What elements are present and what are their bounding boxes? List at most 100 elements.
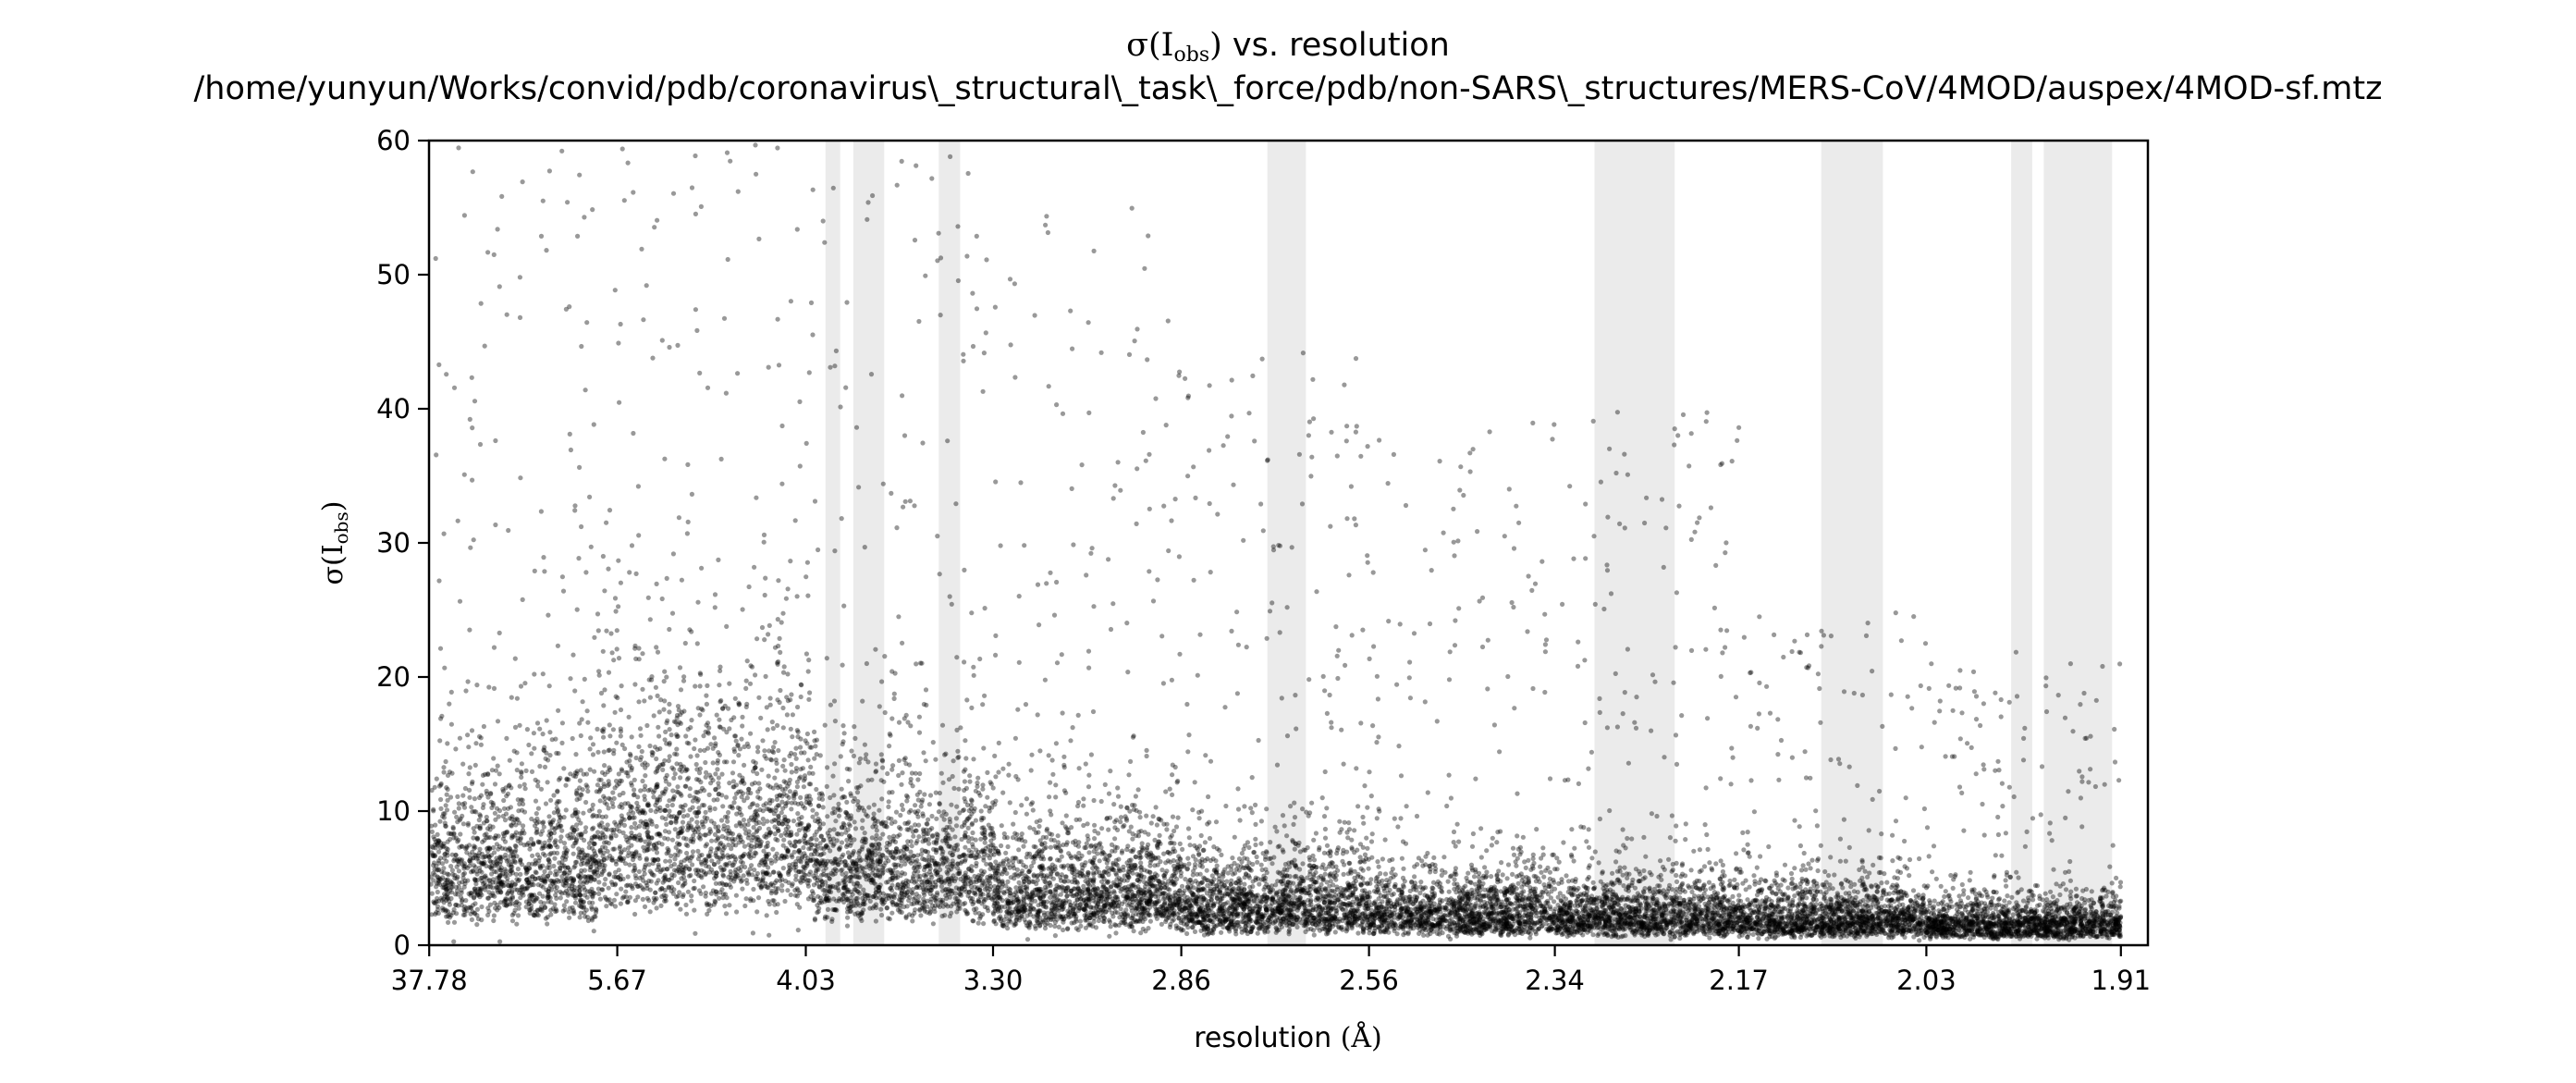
data-point: [583, 388, 588, 393]
data-point: [432, 867, 437, 872]
data-point: [900, 806, 906, 813]
data-point: [693, 737, 698, 743]
data-point: [559, 720, 566, 726]
data-point: [915, 814, 921, 819]
data-point: [1575, 663, 1581, 670]
data-point: [1092, 836, 1098, 842]
data-point: [2018, 915, 2023, 920]
data-point: [570, 907, 576, 914]
data-point: [1205, 926, 1210, 931]
data-point: [1360, 844, 1366, 850]
data-point: [775, 785, 781, 791]
data-point: [1775, 717, 1781, 722]
data-point: [833, 818, 839, 824]
data-point: [802, 806, 808, 811]
data-point: [2011, 794, 2017, 800]
data-point: [1225, 434, 1231, 439]
data-point: [669, 802, 675, 808]
data-point: [1248, 806, 1254, 811]
data-point: [775, 697, 780, 703]
data-point: [1274, 829, 1280, 834]
data-point: [444, 372, 449, 377]
data-point: [775, 145, 780, 151]
data-point: [958, 725, 963, 731]
data-point: [601, 749, 607, 755]
data-point: [1705, 846, 1711, 853]
data-point: [1043, 844, 1049, 850]
data-point: [810, 897, 816, 904]
data-point: [1207, 383, 1212, 388]
data-point: [1693, 916, 1699, 921]
data-point: [684, 850, 690, 856]
data-point: [1456, 606, 1462, 611]
data-point: [843, 385, 849, 390]
data-point: [1970, 903, 1976, 909]
data-point: [1100, 892, 1106, 898]
data-point: [1688, 647, 1695, 654]
data-point: [1091, 248, 1097, 253]
data-point: [450, 824, 456, 831]
data-point: [1172, 497, 1178, 502]
data-point: [759, 767, 765, 772]
data-point: [442, 665, 448, 671]
data-point: [689, 491, 695, 498]
data-point: [803, 574, 809, 580]
data-point: [659, 338, 665, 343]
data-point: [1582, 720, 1588, 726]
data-point: [977, 656, 983, 662]
data-point: [999, 823, 1004, 829]
data-point: [499, 193, 505, 199]
data-point: [778, 793, 783, 798]
data-point: [1453, 909, 1458, 915]
data-point: [1839, 880, 1845, 886]
data-point: [1538, 864, 1543, 869]
data-point: [1968, 869, 1973, 875]
data-point: [742, 843, 748, 849]
data-point: [1666, 856, 1672, 862]
data-point: [1118, 487, 1123, 493]
data-point: [1776, 896, 1782, 902]
data-point: [1005, 879, 1011, 885]
data-point: [434, 776, 439, 781]
data-point: [515, 867, 521, 872]
data-point: [745, 869, 751, 875]
data-point: [1808, 775, 1813, 781]
data-point: [1589, 749, 1594, 755]
data-point: [672, 827, 678, 832]
data-point: [1191, 577, 1196, 583]
data-point: [1651, 922, 1657, 928]
data-point: [619, 146, 625, 152]
data-point: [685, 889, 692, 894]
data-point: [948, 154, 953, 159]
data-point: [743, 896, 749, 902]
data-point: [504, 829, 510, 835]
data-point: [546, 856, 551, 862]
data-point: [993, 479, 999, 485]
data-point: [1579, 898, 1585, 905]
data-point: [1973, 717, 1980, 722]
data-point: [1292, 815, 1298, 820]
data-point: [647, 695, 654, 700]
data-point: [1957, 668, 1963, 673]
data-point: [1427, 621, 1433, 627]
data-point: [1167, 786, 1172, 792]
data-point: [1817, 685, 1822, 692]
data-point: [1137, 815, 1143, 820]
data-point: [582, 215, 587, 220]
data-point: [886, 804, 891, 810]
data-point: [1320, 673, 1326, 680]
data-point: [1758, 854, 1763, 859]
data-point: [1634, 695, 1639, 700]
data-point: [1380, 856, 1385, 862]
data-point: [1757, 680, 1762, 686]
data-point: [753, 142, 758, 148]
data-point: [2000, 804, 2006, 809]
data-point: [1512, 706, 1517, 711]
data-point: [2117, 661, 2123, 667]
data-point: [1814, 917, 1820, 923]
data-point: [579, 905, 584, 910]
data-point: [1341, 871, 1346, 878]
data-point: [662, 737, 668, 743]
data-point: [871, 802, 877, 807]
data-point: [1673, 838, 1678, 843]
